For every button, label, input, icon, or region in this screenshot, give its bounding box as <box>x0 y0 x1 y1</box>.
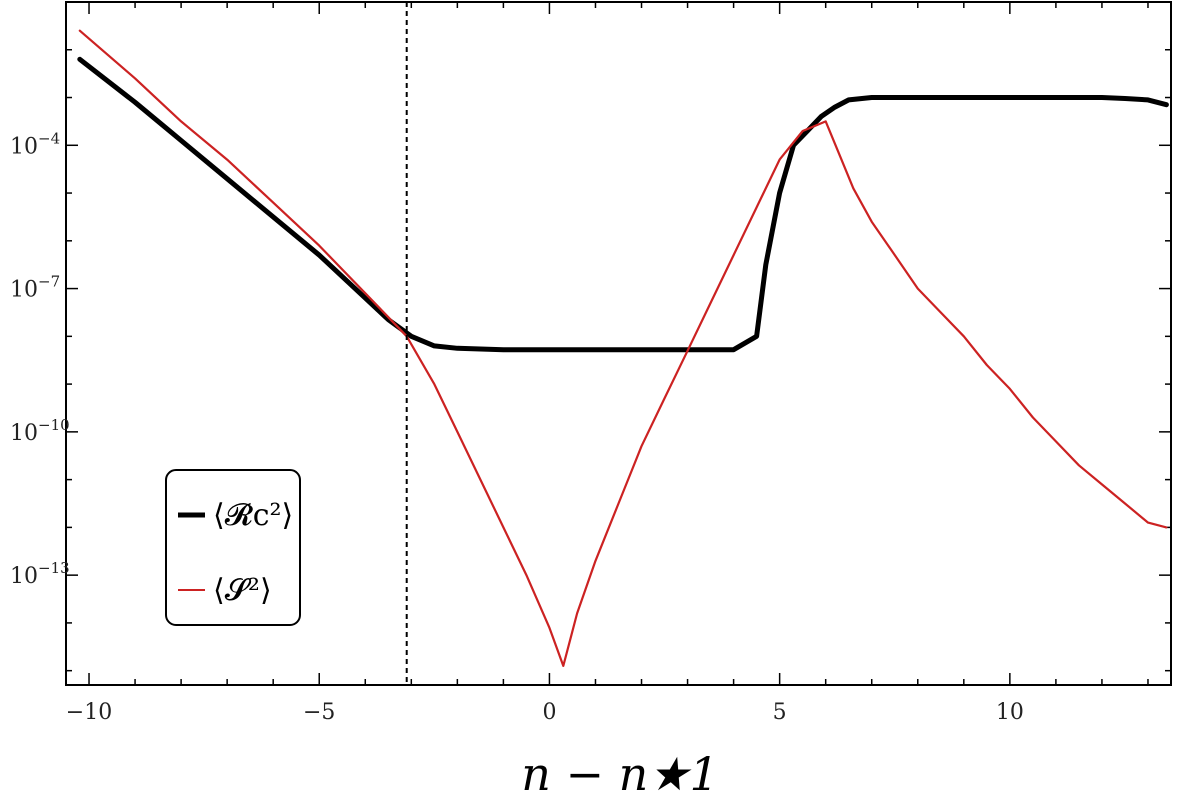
x-axis-label: n − n★1 <box>521 747 719 801</box>
y-tick-label: 10−13 <box>10 559 70 589</box>
x-tick-label: −10 <box>66 700 112 725</box>
legend-box <box>165 469 301 626</box>
legend: ⟨𝓡c²⟩ ⟨𝓢²⟩ <box>165 469 301 626</box>
y-tick-label: 10−7 <box>10 273 60 303</box>
x-tick-label: 10 <box>996 700 1024 725</box>
x-tick-label: −5 <box>303 700 335 725</box>
x-tick-label: 0 <box>542 700 556 725</box>
legend-label-s: ⟨𝓢²⟩ <box>213 573 272 608</box>
y-tick-label: 10−4 <box>10 129 60 159</box>
y-tick-label: 10−10 <box>10 416 70 446</box>
ticks-layer: −10 −5 0 5 10 10−4 10−7 10−10 10−13 <box>10 1 1171 725</box>
series-line-0 <box>77 56 1169 353</box>
legend-label-rc: ⟨𝓡c²⟩ <box>213 498 293 533</box>
plot-frame <box>65 1 1172 686</box>
x-tick-label: 5 <box>773 700 787 725</box>
